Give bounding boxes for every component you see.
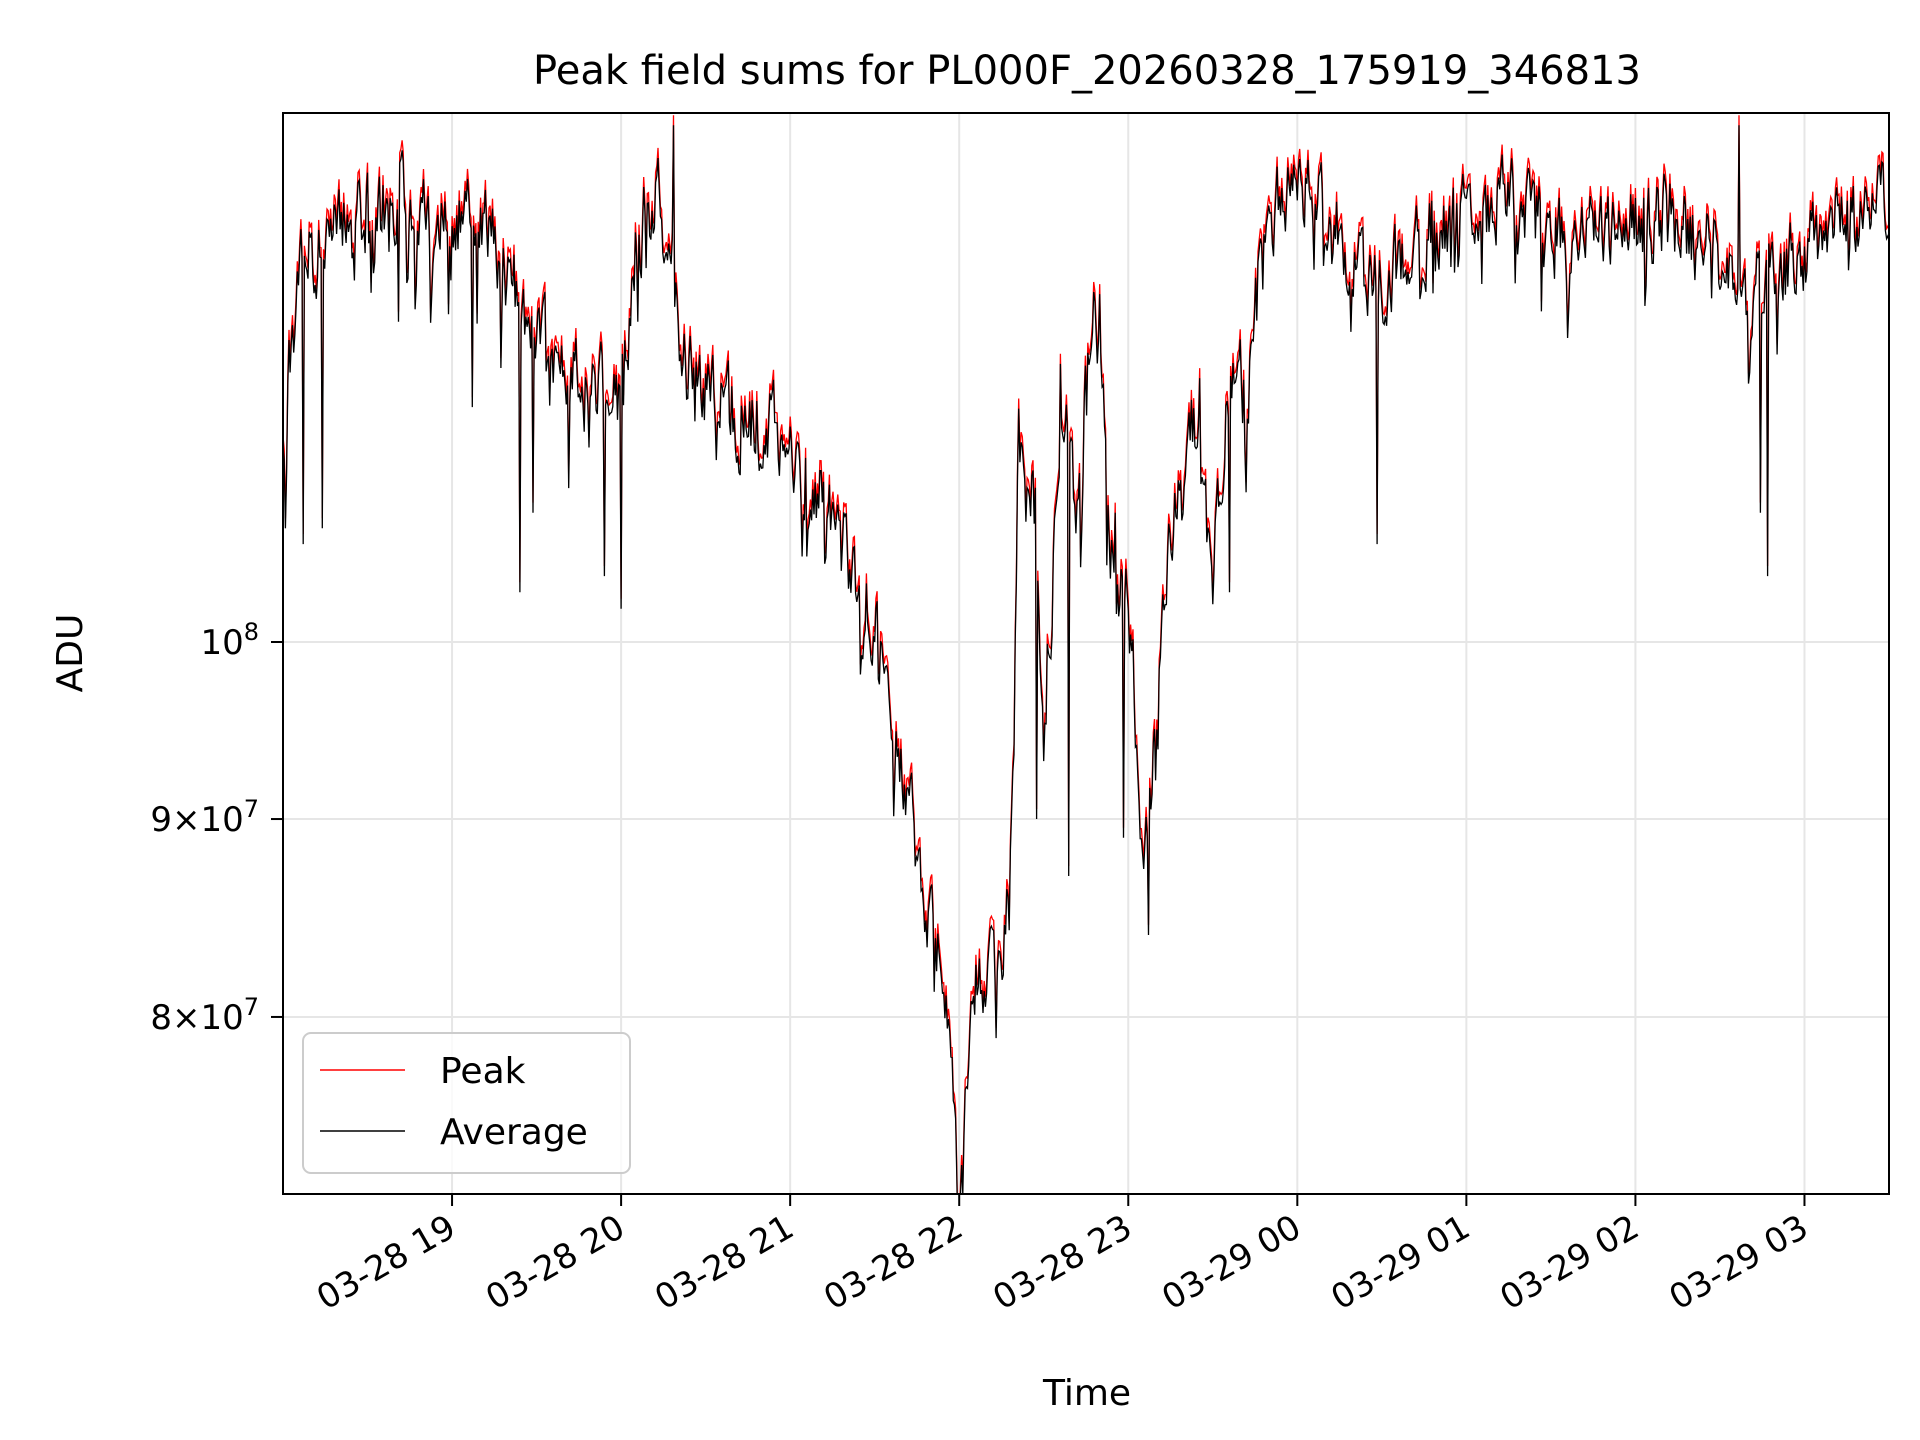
y-tick-mantissa: 8 <box>150 998 172 1038</box>
legend-box <box>302 1032 631 1174</box>
chart-title: Peak field sums for PL000F_20260328_1759… <box>533 48 1641 94</box>
plot-frame <box>282 112 1890 1195</box>
y-axis-label: ADU <box>50 614 91 693</box>
legend: Peak Average <box>302 1032 631 1174</box>
grid <box>283 113 1889 1194</box>
x-tick-label: 03-28 19 <box>310 1207 462 1318</box>
y-tick-exponent: 8 <box>244 618 259 646</box>
x-tick-label: 03-28 21 <box>648 1207 800 1318</box>
x-tick-label: 03-29 01 <box>1324 1207 1476 1318</box>
average-series-line <box>283 125 1889 1194</box>
plot-area <box>283 115 1889 1194</box>
y-tick-mantissa: 9 <box>150 800 172 840</box>
y-tick-base: 10 <box>200 998 243 1038</box>
y-tick-exponent: 7 <box>244 993 259 1021</box>
y-tick-exponent: 7 <box>244 795 259 823</box>
x-tick-label: 03-29 02 <box>1494 1207 1646 1318</box>
y-tick-label: 8×107 <box>150 993 259 1038</box>
y-tick-times: × <box>172 998 201 1038</box>
y-tick-base: 10 <box>200 623 243 663</box>
x-axis-label: Time <box>1042 1373 1131 1414</box>
y-tick-label: 108 <box>200 618 259 663</box>
legend-average-label: Average <box>440 1112 588 1153</box>
x-tick-label: 03-28 23 <box>986 1207 1138 1318</box>
legend-peak-label: Peak <box>440 1051 526 1092</box>
x-tick-label: 03-29 00 <box>1155 1207 1307 1318</box>
y-tick-base: 10 <box>200 800 243 840</box>
x-axis: 03-28 19 03-28 20 03-28 21 03-28 22 03-28 23… <box>310 1194 1815 1318</box>
x-tick-label: 03-28 20 <box>479 1207 631 1318</box>
y-tick-times: × <box>172 800 201 840</box>
x-tick-label: 03-28 22 <box>817 1207 969 1318</box>
x-tick-label: 03-29 03 <box>1663 1207 1815 1318</box>
y-tick-label: 9×107 <box>150 795 259 840</box>
